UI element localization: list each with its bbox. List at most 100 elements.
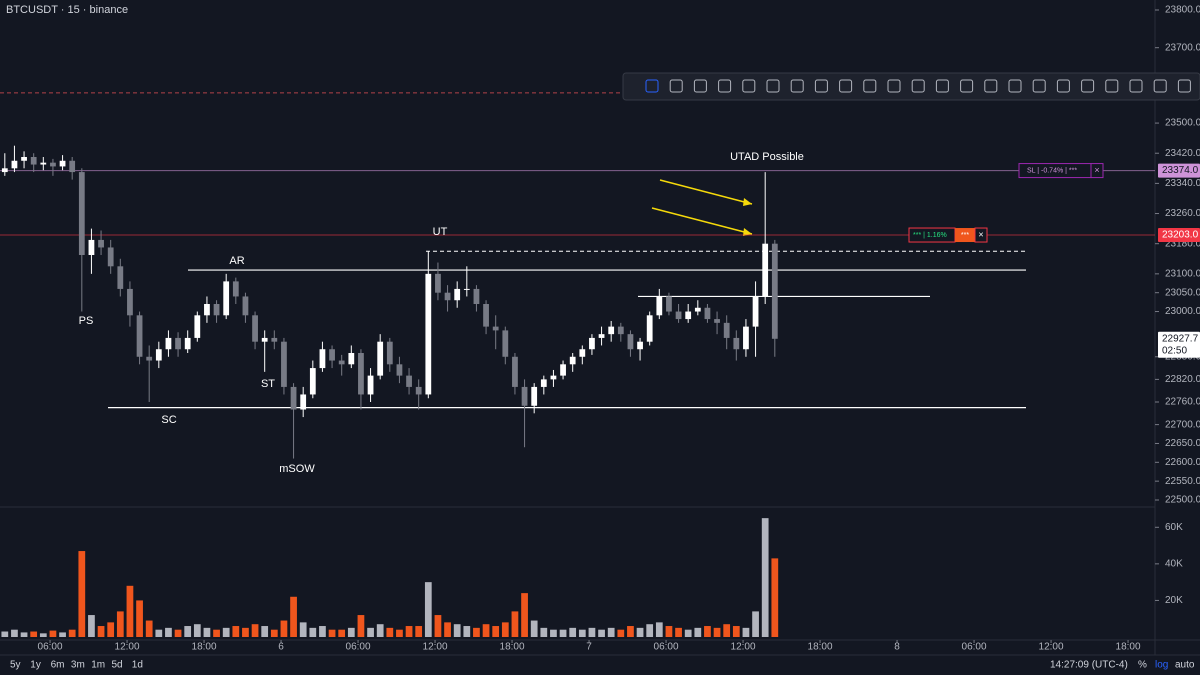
candle-body: [232, 281, 239, 297]
tool-icon: [766, 79, 780, 93]
log-toggle[interactable]: log: [1155, 660, 1168, 671]
range-button[interactable]: 1m: [91, 660, 105, 671]
tool-icon: [1105, 79, 1119, 93]
candle-body: [290, 386, 297, 410]
volume-bar: [11, 629, 18, 637]
arrow: [651, 207, 753, 235]
volume-bar: [473, 627, 480, 637]
candle-body: [165, 337, 172, 350]
volume-bar: [405, 626, 413, 637]
price-tag: [1158, 228, 1200, 243]
candle-body: [444, 292, 451, 301]
y-tick-label: 23180.0: [1165, 238, 1200, 249]
candle-body: [98, 239, 104, 248]
candle-body: [1, 168, 8, 173]
candle-body: [367, 375, 374, 395]
price-tag: [1158, 331, 1200, 358]
annotation: SC: [161, 414, 176, 426]
range-button[interactable]: 1d: [132, 660, 143, 671]
volume-bar: [319, 626, 326, 637]
volume-bar: [136, 600, 143, 637]
candle-body: [300, 394, 307, 410]
y-tick-label: 22820.0: [1165, 374, 1200, 385]
target-close: [974, 227, 988, 243]
candle-body: [512, 356, 518, 387]
x-tick-label: 8: [894, 642, 900, 653]
volume-bar: [444, 622, 451, 637]
volume-bar: [588, 627, 596, 637]
drawing-toolbar: [622, 72, 1200, 101]
volume-bar: [367, 627, 374, 637]
volume-bar: [540, 627, 548, 637]
candle-body: [454, 288, 461, 301]
volume-bar: [165, 627, 172, 637]
tool-icon: [1056, 79, 1070, 93]
candle-body: [88, 239, 95, 255]
x-tick-label: 6: [278, 642, 284, 653]
tool-icon: [790, 79, 804, 93]
volume-bar: [174, 629, 182, 637]
annotation: UT: [433, 226, 448, 238]
volume-bar: [742, 627, 750, 637]
range-button[interactable]: 5y: [10, 660, 21, 671]
candle-body: [521, 386, 528, 406]
volume-bar: [203, 627, 211, 637]
stop-close: [1090, 163, 1104, 179]
candle-body: [386, 341, 393, 365]
range-button[interactable]: 5d: [112, 660, 123, 671]
volume-bar: [222, 627, 230, 637]
target-label: *** | 1.16%: [913, 232, 947, 239]
tool-icon: [718, 79, 732, 93]
volume-bar: [88, 615, 95, 637]
volume-bar: [684, 629, 692, 637]
volume-tick-label: 60K: [1165, 522, 1183, 533]
volume-bar: [482, 624, 490, 637]
stop-label: SL | -0.74% | ***: [1027, 167, 1077, 174]
candle-body: [21, 157, 27, 161]
symbol-title: BTCUSDT · 15 · binance: [6, 4, 128, 16]
volume-bar: [752, 611, 759, 637]
candle-body: [473, 288, 480, 304]
range-button[interactable]: 1y: [30, 660, 41, 671]
tool-icon: [887, 79, 901, 93]
tool-icon: [645, 79, 659, 93]
range-button[interactable]: 6m: [51, 660, 65, 671]
candle-body: [348, 353, 355, 365]
y-tick-label: 23100.0: [1165, 268, 1200, 279]
volume-tick-label: 40K: [1165, 558, 1183, 569]
candle-body: [319, 349, 326, 369]
price-tag: [1158, 163, 1200, 178]
arrows: [651, 179, 753, 236]
candle-body: [213, 304, 220, 316]
volume-bar: [145, 620, 153, 637]
volume-bar: [155, 629, 163, 637]
tool-icon: [863, 79, 877, 93]
x-tick-label: 18:00: [500, 642, 525, 653]
volume-bar: [338, 629, 346, 637]
candle-body: [589, 337, 595, 350]
volume-bar: [559, 629, 567, 637]
toolbar-bg: [622, 72, 1200, 101]
volume-bar: [386, 627, 394, 637]
candle-body: [329, 349, 335, 361]
auto-toggle[interactable]: auto: [1175, 660, 1195, 671]
volume-bar: [213, 629, 220, 637]
x-tick-label: 06:00: [654, 642, 679, 653]
candle-body: [242, 296, 249, 316]
volume-bar: [732, 626, 740, 637]
volume-bar: [598, 629, 605, 637]
candle-body: [550, 375, 557, 380]
candle-body: [617, 326, 624, 335]
range-button[interactable]: 3m: [71, 660, 85, 671]
candle-body: [59, 160, 66, 167]
candle-body: [223, 281, 230, 316]
candle-body: [492, 326, 499, 331]
candle-body: [261, 337, 268, 342]
candle-body: [271, 337, 278, 342]
tool-icon: [1081, 79, 1095, 93]
y-tick-label: 22700.0: [1165, 419, 1200, 430]
volume-bar: [492, 626, 500, 637]
candle-body: [752, 296, 759, 327]
y-tick-label: 23700.0: [1165, 42, 1200, 53]
percent-toggle[interactable]: %: [1138, 660, 1147, 671]
